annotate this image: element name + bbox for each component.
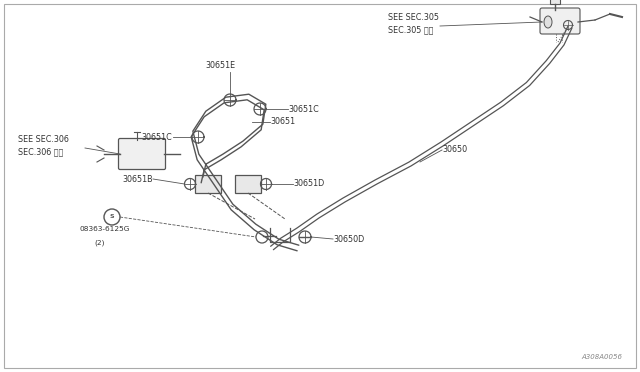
Text: 30651C: 30651C (141, 132, 172, 141)
Text: 30651B: 30651B (122, 174, 153, 183)
Text: 30650: 30650 (442, 145, 467, 154)
Text: 30651D: 30651D (293, 180, 324, 189)
Bar (550, 0, 560, 4)
Bar (235, 175, 261, 193)
Text: 30651C: 30651C (288, 105, 319, 113)
FancyBboxPatch shape (540, 8, 580, 34)
Text: (2): (2) (94, 239, 104, 246)
FancyBboxPatch shape (118, 138, 166, 170)
Text: 30651: 30651 (270, 118, 295, 126)
Text: SEC.306 参照: SEC.306 参照 (18, 147, 63, 156)
Text: SEC.305 参照: SEC.305 参照 (388, 25, 433, 34)
Text: 30650D: 30650D (333, 234, 364, 244)
Text: S: S (109, 215, 115, 219)
Text: SEE SEC.305: SEE SEC.305 (388, 13, 439, 22)
Ellipse shape (544, 16, 552, 28)
Text: 30651E: 30651E (205, 61, 235, 70)
Text: A308A0056: A308A0056 (581, 354, 622, 360)
Text: 08363-6125G: 08363-6125G (80, 226, 131, 232)
Bar (195, 175, 221, 193)
Text: SEE SEC.306: SEE SEC.306 (18, 135, 69, 144)
